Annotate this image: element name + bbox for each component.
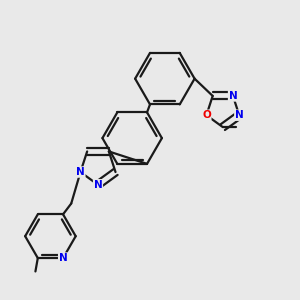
Text: O: O <box>202 110 211 120</box>
Text: N: N <box>59 253 68 263</box>
Text: N: N <box>76 167 85 177</box>
Text: N: N <box>229 91 237 101</box>
Text: N: N <box>94 180 102 190</box>
Text: N: N <box>235 110 244 120</box>
